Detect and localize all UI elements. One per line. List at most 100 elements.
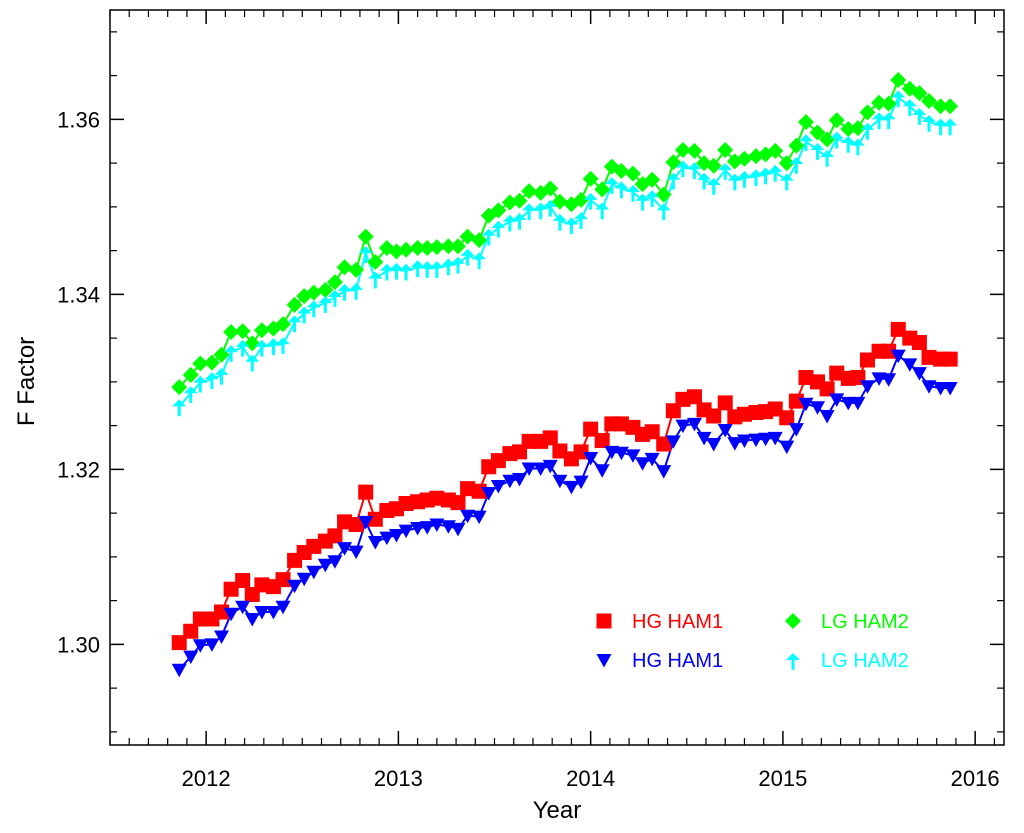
data-point-series-2 (890, 72, 907, 88)
x-tick-label: 2014 (566, 766, 615, 791)
data-point-series-0 (665, 403, 681, 419)
data-point-series-2 (521, 183, 538, 200)
data-point-series-1 (327, 555, 343, 569)
data-point-series-3 (798, 134, 813, 152)
data-point-series-1 (890, 349, 906, 364)
data-point-series-3 (512, 213, 527, 230)
data-point-series-3 (789, 157, 804, 174)
data-point-series-2 (192, 355, 209, 372)
data-point-series-1 (717, 424, 733, 438)
data-point-series-3 (706, 178, 721, 195)
data-point-series-0 (736, 406, 752, 422)
data-point-series-1 (192, 639, 208, 653)
data-point-series-3 (224, 345, 239, 362)
y-tick-label: 1.32 (57, 457, 100, 482)
data-point-series-0 (942, 351, 958, 367)
data-point-series-3 (337, 283, 352, 301)
data-point-series-3 (758, 167, 773, 185)
data-point-series-1 (911, 367, 927, 381)
data-point-series-1 (635, 457, 651, 471)
data-point-series-0 (819, 381, 835, 397)
data-point-series-2 (942, 98, 959, 115)
data-point-series-1 (758, 432, 774, 447)
data-point-series-3 (552, 213, 567, 231)
data-point-series-1 (583, 452, 599, 466)
data-point-series-3 (204, 372, 219, 390)
data-point-series-3 (595, 202, 610, 220)
legend-item-hg-ham1-blue: HG HAM1 (596, 650, 723, 672)
data-point-series-1 (183, 650, 199, 665)
data-point-series-0 (613, 416, 629, 432)
data-point-series-1 (533, 462, 549, 476)
data-point-series-3 (829, 131, 844, 149)
data-point-series-0 (675, 391, 691, 407)
data-point-series-3 (358, 246, 373, 264)
data-point-series-0 (717, 395, 733, 411)
data-point-series-1 (788, 423, 804, 437)
data-point-series-3 (245, 354, 260, 372)
legend-symbol (785, 613, 801, 629)
series-line-3 (178, 95, 951, 408)
data-point-series-2 (911, 85, 928, 102)
data-point-series-3 (349, 283, 364, 300)
data-point-series-2 (471, 232, 488, 249)
data-point-series-3 (860, 122, 875, 140)
data-point-series-2 (880, 95, 897, 112)
data-point-series-3 (450, 256, 465, 274)
data-point-series-2 (594, 181, 611, 198)
data-point-series-1 (171, 663, 187, 678)
data-point-series-0 (348, 517, 364, 532)
data-point-series-1 (625, 449, 641, 463)
data-point-series-2 (542, 180, 559, 197)
data-point-series-2 (490, 202, 507, 219)
data-point-series-1 (767, 431, 783, 446)
data-point-series-1 (613, 446, 629, 461)
data-point-series-3 (287, 315, 302, 333)
data-point-series-1 (850, 396, 866, 411)
legend-label-lg-ham2-green: LG HAM2 (821, 611, 909, 633)
data-point-series-3 (429, 261, 444, 278)
data-point-series-2 (849, 120, 866, 137)
data-point-series-1 (419, 521, 435, 535)
data-point-series-2 (797, 114, 814, 130)
data-point-series-0 (521, 433, 537, 449)
series-markers (171, 72, 959, 678)
legend-label-hg-ham1-blue: HG HAM1 (632, 650, 723, 672)
data-point-series-2 (234, 323, 251, 340)
data-point-series-2 (624, 165, 641, 182)
data-point-series-2 (367, 254, 384, 270)
data-point-series-0 (829, 365, 845, 381)
data-point-series-1 (840, 396, 856, 411)
data-point-series-3 (214, 367, 229, 385)
data-point-series-1 (358, 515, 374, 530)
series-points-3 (172, 90, 958, 417)
data-point-series-2 (223, 324, 240, 340)
data-point-series-1 (214, 630, 230, 644)
data-point-series-2 (921, 93, 938, 109)
data-point-series-3 (410, 260, 425, 278)
data-point-series-0 (460, 481, 476, 497)
data-point-series-0 (223, 581, 239, 597)
y-tick-label: 1.30 (57, 632, 100, 657)
data-point-series-2 (419, 240, 436, 256)
data-point-series-3 (810, 143, 825, 160)
data-point-series-2 (286, 296, 303, 313)
data-point-series-2 (686, 142, 703, 159)
data-point-series-3 (645, 190, 660, 208)
data-point-series-1 (223, 607, 239, 622)
data-point-series-1 (367, 536, 383, 550)
data-point-series-1 (881, 373, 897, 387)
y-tick-label: 1.34 (57, 282, 100, 307)
data-point-series-2 (305, 284, 322, 301)
data-point-series-1 (859, 380, 875, 394)
data-point-series-2 (859, 104, 876, 121)
data-point-series-1 (727, 437, 743, 451)
data-point-series-1 (254, 606, 270, 620)
data-point-series-1 (317, 558, 333, 573)
data-point-series-2 (326, 274, 343, 291)
data-point-series-2 (428, 239, 445, 256)
data-point-series-3 (656, 203, 671, 221)
y-tick-label: 1.36 (57, 107, 100, 132)
data-point-series-1 (296, 572, 312, 587)
legend-label-lg-ham2-cyan: LG HAM2 (821, 650, 909, 672)
